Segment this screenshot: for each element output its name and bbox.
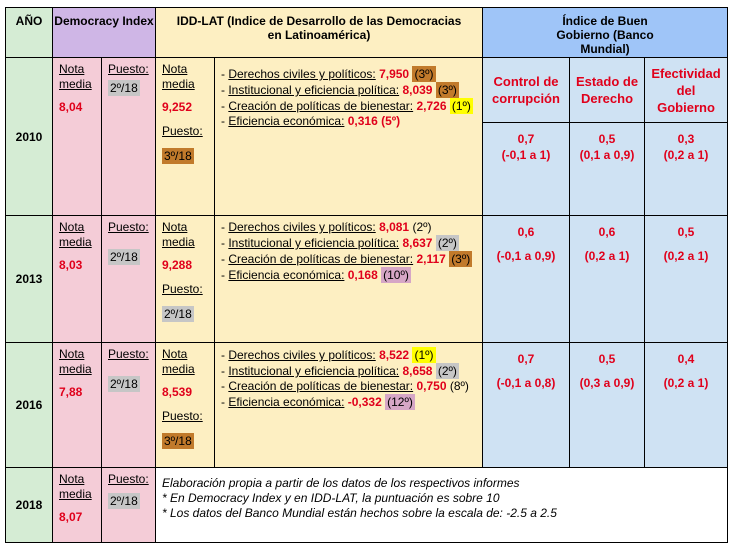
indicator-item: - Institucional y eficiencia política: 8…: [221, 363, 459, 379]
year-cell-2018: 2018: [5, 467, 53, 543]
dem-rank-cell: Puesto: 2º/18: [101, 342, 156, 468]
wb-value-cell: 0,5 (0,2 a 1): [644, 215, 728, 343]
dem-rank: 2º/18: [108, 376, 140, 392]
dem-rank-cell: Puesto: 2º/18: [101, 215, 156, 343]
indicator-item: - Derechos civiles y políticos: 8,522 (1…: [221, 347, 436, 363]
idd-score-cell: Nota media 8,539 Puesto: 3º/18: [155, 342, 215, 468]
dem-score: 8,04: [59, 100, 83, 114]
nota-media-label: Nota media: [59, 220, 92, 249]
comparison-table: AÑO Democracy Index IDD-LAT (Indice de D…: [5, 7, 728, 543]
puesto-label: Puesto:: [162, 282, 203, 296]
nota-media-label: Nota media: [59, 62, 92, 91]
dem-score: 7,88: [59, 385, 83, 399]
indicator-item: - Creación de políticas de bienestar: 2,…: [221, 251, 473, 267]
wb-value-cell: 0,5 (0,3 a 0,9): [569, 342, 645, 468]
idd-rank: 3º/18: [162, 433, 194, 449]
puesto-label: Puesto:: [108, 62, 149, 76]
indicator-item: - Eficiencia económica: 0,316 (5º): [221, 114, 401, 128]
note-source: Elaboración propia a partir de los datos…: [162, 476, 520, 490]
indicator-item: - Creación de políticas de bienestar: 2,…: [221, 98, 473, 114]
dem-score: 8,07: [59, 510, 83, 524]
dem-score-cell: Nota media 8,04: [52, 57, 102, 216]
year-header: AÑO: [5, 7, 53, 58]
idd-score: 8,539: [162, 385, 193, 399]
idd-rank: 3º/18: [162, 148, 194, 164]
dem-score-cell: Nota media 7,88: [52, 342, 102, 468]
dem-rank: 2º/18: [108, 249, 140, 265]
democracy-index-header: Democracy Index: [52, 7, 156, 58]
wb-value-cell: 0,3 (0,2 a 1): [644, 122, 728, 216]
dem-score-cell: Nota media 8,07: [52, 467, 102, 543]
indicator-item: - Eficiencia económica: 0,168 (10º): [221, 267, 411, 283]
wb-value-cell: 0,5 (0,1 a 0,9): [569, 122, 645, 216]
indicator-item: - Derechos civiles y políticos: 7,950 (3…: [221, 66, 436, 82]
note-scale-10: * En Democracy Index y en IDD-LAT, la pu…: [162, 491, 500, 505]
wb-header-derecho: Estado de Derecho: [569, 57, 645, 123]
puesto-label: Puesto:: [108, 220, 149, 234]
indicator-item: - Derechos civiles y políticos: 8,081 (2…: [221, 220, 432, 234]
dem-rank: 2º/18: [108, 493, 140, 509]
year-cell-2016: 2016: [5, 342, 53, 468]
dem-score-cell: Nota media 8,03: [52, 215, 102, 343]
idd-indicators-cell: - Derechos civiles y políticos: 8,522 (1…: [214, 342, 483, 468]
wb-value-cell: 0,7 (-0,1 a 1): [482, 122, 570, 216]
buen-gobierno-header: Índice de Buen Gobierno (Banco Mundial): [482, 7, 728, 58]
idd-score-cell: Nota media 9,288 Puesto: 2º/18: [155, 215, 215, 343]
nota-media-label: Nota media: [59, 472, 92, 501]
nota-media-label: Nota media: [162, 62, 195, 91]
wb-value-cell: 0,6 (-0,1 a 0,9): [482, 215, 570, 343]
wb-value-cell: 0,7 (-0,1 a 0,8): [482, 342, 570, 468]
notes-cell: Elaboración propia a partir de los datos…: [155, 467, 728, 543]
idd-score: 9,252: [162, 100, 193, 114]
puesto-label: Puesto:: [108, 472, 149, 486]
indicator-list: - Derechos civiles y políticos: 8,081 (2…: [221, 220, 476, 283]
dem-rank: 2º/18: [108, 80, 140, 96]
idd-score-cell: Nota media 9,252 Puesto: 3º/18: [155, 57, 215, 216]
nota-media-label: Nota media: [162, 220, 195, 249]
nota-media-label: Nota media: [59, 347, 92, 376]
indicator-item: - Institucional y eficiencia política: 8…: [221, 235, 459, 251]
indicator-item: - Creación de políticas de bienestar: 0,…: [221, 379, 469, 393]
year-cell-2010: 2010: [5, 57, 53, 216]
idd-rank: 2º/18: [162, 306, 194, 322]
puesto-label: Puesto:: [108, 347, 149, 361]
wb-value-cell: 0,6 (0,2 a 1): [569, 215, 645, 343]
idd-indicators-cell: - Derechos civiles y políticos: 8,081 (2…: [214, 215, 483, 343]
note-scale-wb: * Los datos del Banco Mundial están hech…: [162, 506, 557, 520]
wb-header-corrupcion: Control de corrupción: [482, 57, 570, 123]
wb-value-cell: 0,4 (0,2 a 1): [644, 342, 728, 468]
year-cell-2013: 2013: [5, 215, 53, 343]
dem-rank-cell: Puesto: 2º/18: [101, 467, 156, 543]
idd-score: 9,288: [162, 258, 193, 272]
indicator-list: - Derechos civiles y políticos: 7,950 (3…: [221, 66, 476, 129]
puesto-label: Puesto:: [162, 409, 203, 423]
puesto-label: Puesto:: [162, 124, 203, 138]
idd-indicators-cell: - Derechos civiles y políticos: 7,950 (3…: [214, 57, 483, 216]
dem-rank-cell: Puesto: 2º/18: [101, 57, 156, 216]
dem-score: 8,03: [59, 258, 83, 272]
idd-lat-header: IDD-LAT (Indice de Desarrollo de las Dem…: [155, 7, 483, 58]
indicator-list: - Derechos civiles y políticos: 8,522 (1…: [221, 347, 476, 410]
indicator-item: - Institucional y eficiencia política: 8…: [221, 82, 459, 98]
nota-media-label: Nota media: [162, 347, 195, 376]
wb-header-efectividad: Efectividad del Gobierno: [644, 57, 728, 123]
indicator-item: - Eficiencia económica: -0,332 (12º): [221, 394, 415, 410]
